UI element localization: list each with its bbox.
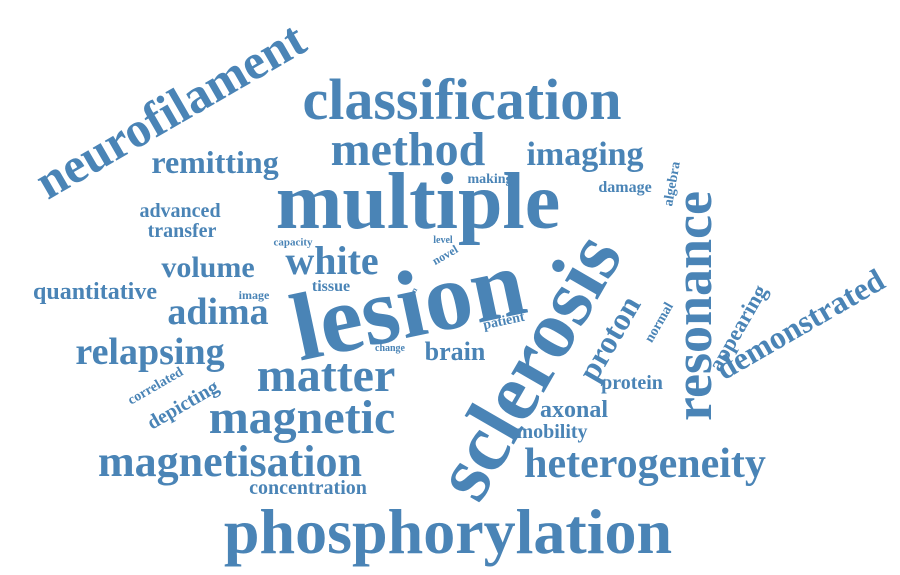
- word-making: making: [467, 172, 513, 187]
- word-multiple: multiple: [275, 158, 561, 246]
- word-axonal: axonal: [539, 397, 609, 423]
- word-remitting: remitting: [151, 144, 279, 180]
- word-heterogeneity: heterogeneity: [524, 441, 766, 487]
- word-white: white: [285, 238, 379, 283]
- word-magnetisation: magnetisation: [98, 437, 362, 486]
- word-advanced: advanced: [139, 200, 221, 222]
- word-change: change: [375, 343, 405, 354]
- word-imaging: imaging: [526, 136, 644, 173]
- word-phosphorylation: phosphorylation: [223, 496, 673, 567]
- word-method: method: [330, 123, 486, 176]
- word-relapsing: relapsing: [75, 331, 225, 373]
- word-level: level: [433, 235, 453, 246]
- word-protein: protein: [601, 372, 663, 394]
- word-transfer: transfer: [147, 220, 217, 242]
- word-volume: volume: [161, 251, 255, 284]
- word-damage: damage: [598, 179, 652, 196]
- word-image: image: [238, 288, 270, 302]
- word-matter: matter: [256, 349, 396, 402]
- word-quantitative: quantitative: [32, 279, 158, 305]
- word-concentration: concentration: [249, 477, 367, 499]
- word-mobility: mobility: [516, 421, 588, 443]
- word-magnetic: magnetic: [208, 391, 396, 444]
- word-classification: classification: [302, 67, 622, 132]
- word-tissue: tissue: [311, 278, 351, 295]
- word-capacity: capacity: [273, 236, 313, 249]
- word-brain: brain: [424, 337, 486, 366]
- word-adima: adima: [167, 291, 269, 333]
